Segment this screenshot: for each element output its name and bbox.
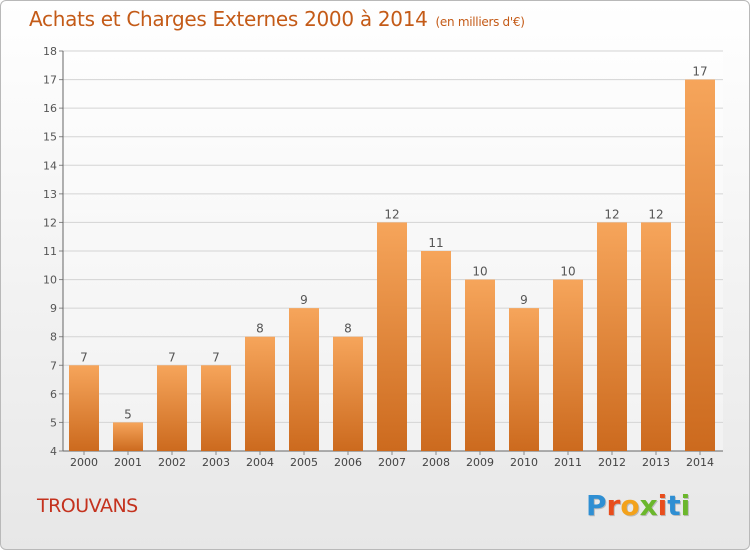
bar	[289, 308, 319, 451]
bar-value-label: 12	[648, 207, 663, 221]
bar-value-label: 9	[520, 293, 528, 307]
y-tick-label: 18	[43, 45, 57, 58]
y-tick-label: 9	[50, 302, 57, 315]
x-tick-label: 2009	[466, 456, 494, 469]
logo-letter: t	[667, 489, 681, 522]
bar-value-label: 10	[472, 265, 487, 279]
bar-value-label: 8	[256, 322, 264, 336]
bar-value-label: 12	[384, 207, 399, 221]
x-tick-label: 2005	[290, 456, 318, 469]
y-tick-label: 17	[43, 74, 57, 87]
bar-value-label: 8	[344, 322, 352, 336]
y-tick-label: 6	[50, 388, 57, 401]
y-tick-label: 7	[50, 359, 57, 372]
x-tick-label: 2010	[510, 456, 538, 469]
bar-value-label: 17	[692, 65, 707, 79]
y-tick-label: 5	[50, 416, 57, 429]
logo-letter: P	[586, 489, 607, 522]
y-tick-label: 8	[50, 331, 57, 344]
bar-value-label: 7	[80, 350, 88, 364]
bar	[157, 365, 187, 451]
bar	[69, 365, 99, 451]
bar	[245, 336, 275, 451]
bar	[509, 308, 539, 451]
x-tick-label: 2001	[114, 456, 142, 469]
y-tick-label: 13	[43, 188, 57, 201]
y-tick-label: 14	[43, 159, 57, 172]
x-tick-label: 2004	[246, 456, 274, 469]
x-tick-label: 2006	[334, 456, 362, 469]
bar	[553, 279, 583, 451]
bar-value-label: 12	[604, 207, 619, 221]
y-tick-label: 4	[50, 445, 57, 458]
bar-value-label: 7	[168, 350, 176, 364]
bar	[377, 222, 407, 451]
bar	[597, 222, 627, 451]
logo-letter: i	[680, 489, 691, 522]
x-tick-label: 2003	[202, 456, 230, 469]
logo-letter: o	[620, 489, 640, 522]
y-tick-label: 10	[43, 274, 57, 287]
chart-subtitle: (en milliers d'€)	[435, 15, 525, 29]
y-tick-label: 12	[43, 216, 57, 229]
bar-value-label: 5	[124, 407, 132, 421]
x-tick-label: 2007	[378, 456, 406, 469]
bar	[465, 279, 495, 451]
bar	[421, 251, 451, 451]
chart-title: Achats et Charges Externes 2000 à 2014 (e…	[29, 7, 525, 31]
y-tick-label: 16	[43, 102, 57, 115]
bar-value-label: 7	[212, 350, 220, 364]
proxiti-logo: Proxiti	[586, 489, 690, 522]
logo-letter: x	[639, 489, 658, 522]
bar	[201, 365, 231, 451]
x-tick-label: 2014	[686, 456, 714, 469]
logo-letter: r	[606, 489, 621, 522]
x-tick-label: 2013	[642, 456, 670, 469]
bar	[333, 336, 363, 451]
x-tick-label: 2002	[158, 456, 186, 469]
commune-name: TROUVANS	[37, 495, 138, 517]
bar	[685, 79, 715, 452]
x-tick-label: 2011	[554, 456, 582, 469]
x-tick-label: 2000	[70, 456, 98, 469]
bar-value-label: 9	[300, 293, 308, 307]
logo-letter: i	[657, 489, 668, 522]
y-tick-label: 11	[43, 245, 57, 258]
y-tick-label: 15	[43, 131, 57, 144]
bar	[641, 222, 671, 451]
x-tick-label: 2012	[598, 456, 626, 469]
bar	[113, 422, 143, 451]
bar-value-label: 11	[428, 236, 443, 250]
bar-value-label: 10	[560, 265, 575, 279]
chart-title-text: Achats et Charges Externes 2000 à 2014	[29, 7, 428, 31]
x-tick-label: 2008	[422, 456, 450, 469]
